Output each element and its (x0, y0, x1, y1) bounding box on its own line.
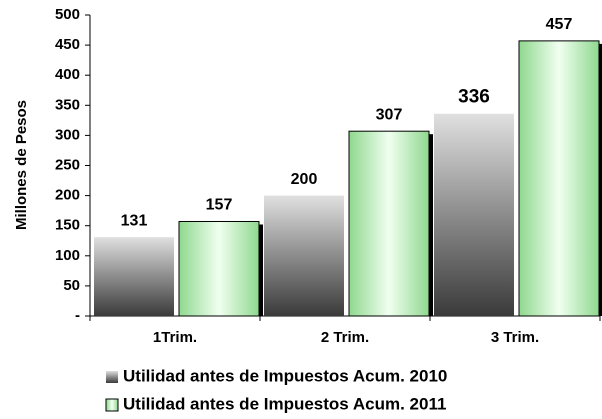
x-tick-label: 1Trim. (153, 329, 197, 346)
y-tick-label: 100 (55, 247, 80, 264)
y-tick-label: 500 (55, 6, 80, 23)
data-label: 336 (458, 87, 490, 108)
y-tick-label: - (75, 307, 80, 324)
bar (178, 220, 260, 317)
legend-label: Utilidad antes de Impuestos Acum. 2011 (123, 394, 446, 413)
y-tick-label: 250 (55, 156, 80, 173)
y-tick-label: 450 (55, 36, 80, 53)
legend-swatch (105, 398, 119, 412)
legend-label: Utilidad antes de Impuestos Acum. 2010 (123, 366, 447, 385)
bar (518, 40, 600, 317)
data-label: 200 (291, 171, 318, 188)
data-label: 457 (546, 16, 573, 33)
y-tick-label: 350 (55, 96, 80, 113)
bar (348, 130, 430, 317)
x-tick-label: 2 Trim. (321, 329, 369, 346)
data-label: 131 (121, 212, 148, 229)
data-label: 307 (376, 106, 403, 123)
bar (264, 195, 344, 316)
y-tick-label: 50 (63, 277, 80, 294)
bar (94, 237, 174, 316)
y-tick-label: 300 (55, 126, 80, 143)
y-axis-label: Millones de Pesos (13, 100, 30, 230)
y-tick-label: 150 (55, 217, 80, 234)
legend-swatch (106, 371, 118, 383)
y-tick-label: 200 (55, 187, 80, 204)
bar (434, 113, 514, 316)
data-label: 157 (206, 197, 233, 214)
y-tick-label: 400 (55, 66, 80, 83)
x-tick-label: 3 Trim. (491, 329, 539, 346)
